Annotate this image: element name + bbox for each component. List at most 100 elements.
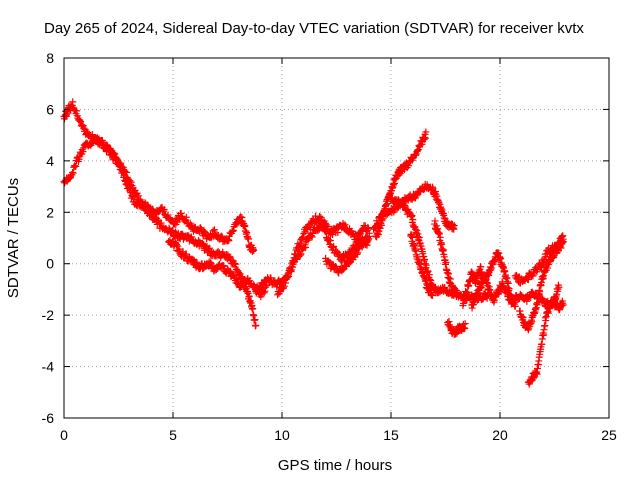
data-point	[229, 227, 237, 235]
plot-frame	[63, 57, 610, 419]
data-point	[280, 282, 288, 290]
x-tick-label: 5	[169, 427, 177, 443]
data-point	[257, 283, 265, 291]
data-point	[308, 233, 316, 241]
data-point	[473, 277, 481, 285]
data-point	[364, 224, 372, 232]
data-point	[353, 235, 361, 243]
data-point	[229, 226, 237, 234]
series-K	[431, 217, 460, 298]
data-point	[290, 254, 298, 262]
data-point	[106, 147, 114, 155]
data-point	[280, 284, 288, 292]
data-point	[233, 220, 241, 228]
data-point	[250, 247, 258, 255]
data-point	[524, 275, 532, 283]
data-point	[251, 316, 259, 324]
data-point	[345, 259, 353, 267]
data-point	[219, 263, 227, 271]
data-point	[413, 226, 421, 234]
data-point	[75, 155, 83, 163]
data-point	[107, 150, 115, 158]
data-point	[314, 227, 322, 235]
data-point	[291, 250, 299, 258]
data-point	[119, 167, 127, 175]
data-point	[496, 288, 504, 296]
data-point	[404, 162, 412, 170]
y-tick-label: -2	[42, 307, 55, 323]
data-point	[359, 240, 367, 248]
series-F	[322, 232, 373, 277]
data-point	[330, 242, 338, 250]
data-point	[436, 233, 444, 241]
series-J	[407, 230, 436, 299]
grid-lines	[64, 58, 609, 418]
data-point	[256, 285, 264, 293]
data-point	[182, 213, 190, 221]
data-point	[340, 222, 348, 230]
data-point	[224, 236, 232, 244]
data-point	[463, 288, 471, 296]
data-point	[249, 305, 257, 313]
data-point	[259, 280, 267, 288]
data-point	[461, 320, 469, 328]
data-point	[73, 107, 81, 115]
data-point	[174, 242, 182, 250]
data-point	[182, 250, 190, 258]
x-tick-label: 25	[601, 427, 617, 443]
data-point	[252, 321, 260, 329]
data-point	[281, 279, 289, 287]
data-point	[80, 124, 88, 132]
series-H	[370, 180, 458, 233]
data-point	[452, 286, 460, 294]
data-point	[77, 118, 85, 126]
data-point	[523, 297, 531, 305]
axis-ticks: 0 5 10 15 20 25 -6 -4 -2 0 2 4 6 8	[42, 50, 617, 443]
data-point	[341, 221, 349, 229]
data-point	[200, 227, 208, 235]
data-point	[297, 250, 305, 258]
data-point	[298, 235, 306, 243]
data-point	[260, 289, 268, 297]
data-point	[159, 207, 167, 215]
data-point	[555, 283, 563, 291]
data-point	[550, 254, 558, 262]
x-tick-label: 20	[492, 427, 508, 443]
data-point	[295, 244, 303, 252]
data-point	[450, 222, 458, 230]
y-tick-label: 4	[46, 153, 54, 169]
data-point	[374, 220, 382, 228]
data-point	[365, 232, 373, 240]
data-point	[160, 205, 168, 213]
data-point	[244, 235, 252, 243]
series-R	[516, 238, 567, 334]
data-point	[511, 302, 519, 310]
y-tick-label: -4	[42, 359, 55, 375]
data-point	[157, 219, 165, 227]
data-point	[172, 241, 180, 249]
data-point	[324, 223, 332, 231]
data-point	[302, 243, 310, 251]
data-point	[559, 238, 567, 246]
data-point	[422, 261, 430, 269]
data-point	[297, 239, 305, 247]
series-Q	[524, 281, 563, 388]
data-point	[536, 288, 544, 296]
data-point	[414, 146, 422, 154]
data-point	[230, 259, 238, 267]
data-point	[121, 176, 129, 184]
data-point	[537, 263, 545, 271]
series-C	[165, 236, 271, 301]
data-point	[198, 239, 206, 247]
data-point	[210, 226, 218, 234]
y-tick-label: 6	[46, 101, 54, 117]
data-point	[79, 148, 87, 156]
data-point	[72, 162, 80, 170]
data-point	[225, 237, 233, 245]
data-point	[233, 275, 241, 283]
data-point	[283, 274, 291, 282]
y-tick-label: 0	[46, 256, 54, 272]
data-point	[401, 201, 409, 209]
data-point	[408, 212, 416, 220]
